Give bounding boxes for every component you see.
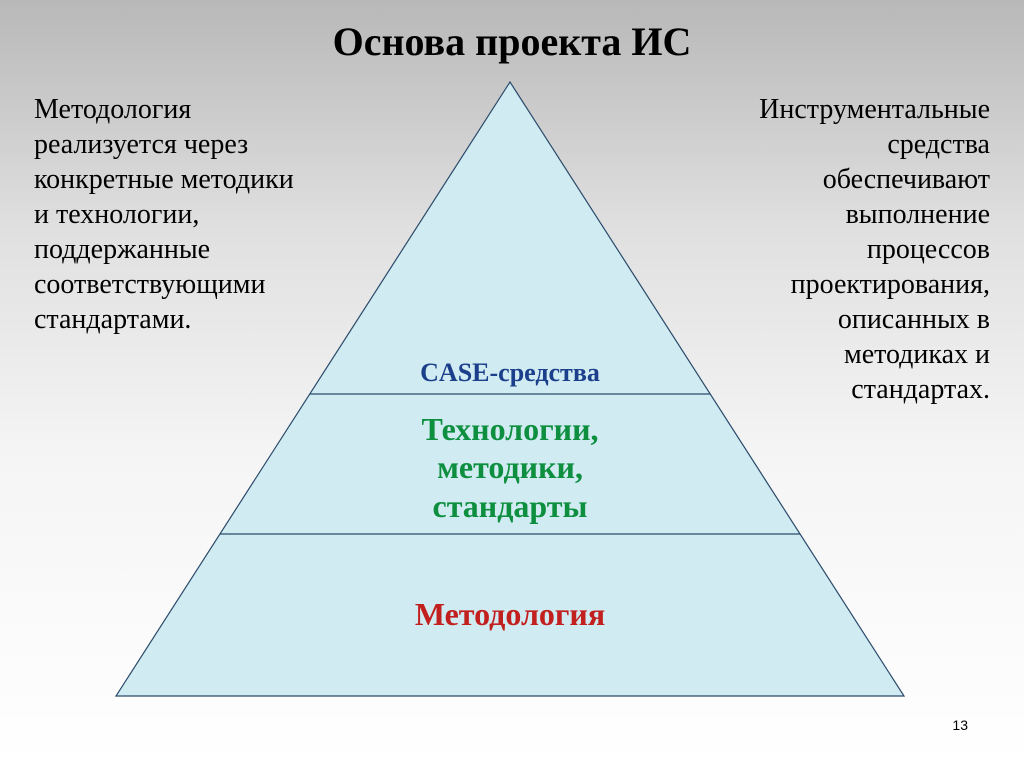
pyramid-layer-methodology: Методология xyxy=(110,596,910,633)
pyramid-layer-tech: Технологии,методики,стандарты xyxy=(110,410,910,525)
pyramid-diagram: CASE-средства Технологии,методики,станда… xyxy=(110,68,910,708)
slide-title: Основа проекта ИС xyxy=(0,0,1024,65)
page-number: 13 xyxy=(952,717,968,733)
pyramid-layer-case: CASE-средства xyxy=(110,358,910,388)
